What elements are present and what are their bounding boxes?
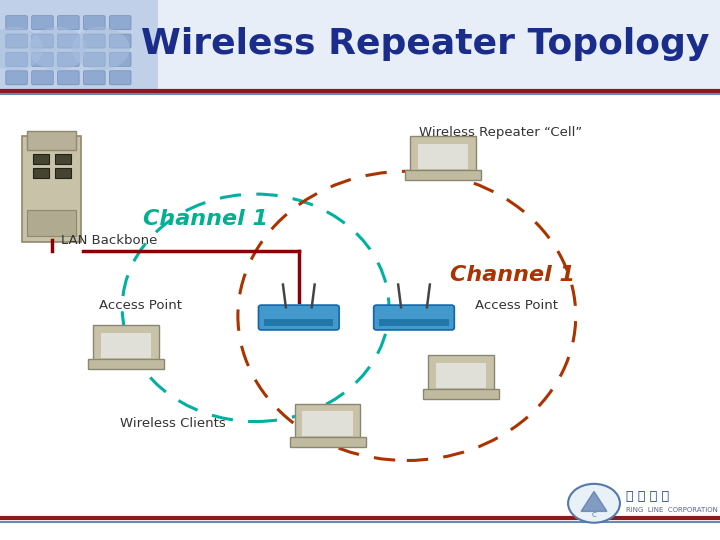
FancyBboxPatch shape: [27, 131, 76, 150]
FancyBboxPatch shape: [84, 16, 105, 30]
FancyBboxPatch shape: [6, 52, 27, 66]
FancyBboxPatch shape: [58, 16, 79, 30]
Text: 麟 瑞 科 技: 麟 瑞 科 技: [626, 490, 670, 503]
FancyBboxPatch shape: [374, 305, 454, 330]
FancyBboxPatch shape: [109, 34, 131, 48]
Polygon shape: [581, 491, 607, 511]
FancyBboxPatch shape: [58, 71, 79, 85]
FancyBboxPatch shape: [109, 52, 131, 66]
FancyBboxPatch shape: [22, 136, 81, 242]
FancyBboxPatch shape: [109, 16, 131, 30]
FancyBboxPatch shape: [289, 437, 366, 447]
FancyBboxPatch shape: [27, 210, 76, 236]
Text: Access Point: Access Point: [99, 299, 182, 312]
Circle shape: [0, 27, 43, 70]
FancyBboxPatch shape: [0, 0, 158, 89]
FancyBboxPatch shape: [428, 355, 494, 392]
FancyBboxPatch shape: [58, 34, 79, 48]
FancyBboxPatch shape: [436, 362, 486, 388]
FancyBboxPatch shape: [55, 168, 71, 178]
FancyBboxPatch shape: [302, 411, 353, 436]
Circle shape: [29, 27, 86, 70]
FancyBboxPatch shape: [101, 333, 151, 358]
FancyBboxPatch shape: [84, 52, 105, 66]
Circle shape: [568, 484, 620, 523]
Text: RING  LINE  CORPORATION: RING LINE CORPORATION: [626, 507, 719, 513]
Circle shape: [72, 27, 130, 70]
FancyBboxPatch shape: [109, 71, 131, 85]
FancyBboxPatch shape: [423, 389, 499, 399]
FancyBboxPatch shape: [93, 325, 159, 362]
FancyBboxPatch shape: [258, 305, 339, 330]
FancyBboxPatch shape: [55, 154, 71, 164]
FancyBboxPatch shape: [6, 71, 27, 85]
FancyBboxPatch shape: [84, 71, 105, 85]
Text: Channel 1: Channel 1: [143, 208, 268, 229]
FancyBboxPatch shape: [33, 154, 49, 164]
FancyBboxPatch shape: [264, 319, 333, 326]
FancyBboxPatch shape: [88, 359, 164, 369]
Text: Wireless Clients: Wireless Clients: [120, 417, 225, 430]
FancyBboxPatch shape: [33, 168, 49, 178]
FancyBboxPatch shape: [32, 16, 53, 30]
Text: C: C: [592, 512, 596, 518]
FancyBboxPatch shape: [379, 319, 449, 326]
FancyBboxPatch shape: [84, 34, 105, 48]
FancyBboxPatch shape: [405, 170, 481, 180]
FancyBboxPatch shape: [32, 34, 53, 48]
FancyBboxPatch shape: [410, 136, 476, 173]
FancyBboxPatch shape: [6, 16, 27, 30]
Text: Wireless Repeater Topology: Wireless Repeater Topology: [140, 28, 709, 61]
Text: Wireless Repeater “Cell”: Wireless Repeater “Cell”: [419, 126, 582, 139]
FancyBboxPatch shape: [294, 403, 361, 441]
Text: Access Point: Access Point: [475, 299, 558, 312]
FancyBboxPatch shape: [6, 34, 27, 48]
Text: LAN Backbone: LAN Backbone: [61, 234, 158, 247]
FancyBboxPatch shape: [418, 144, 468, 169]
FancyBboxPatch shape: [32, 52, 53, 66]
Text: Channel 1: Channel 1: [450, 265, 575, 286]
FancyBboxPatch shape: [32, 71, 53, 85]
FancyBboxPatch shape: [58, 52, 79, 66]
FancyBboxPatch shape: [0, 0, 720, 89]
